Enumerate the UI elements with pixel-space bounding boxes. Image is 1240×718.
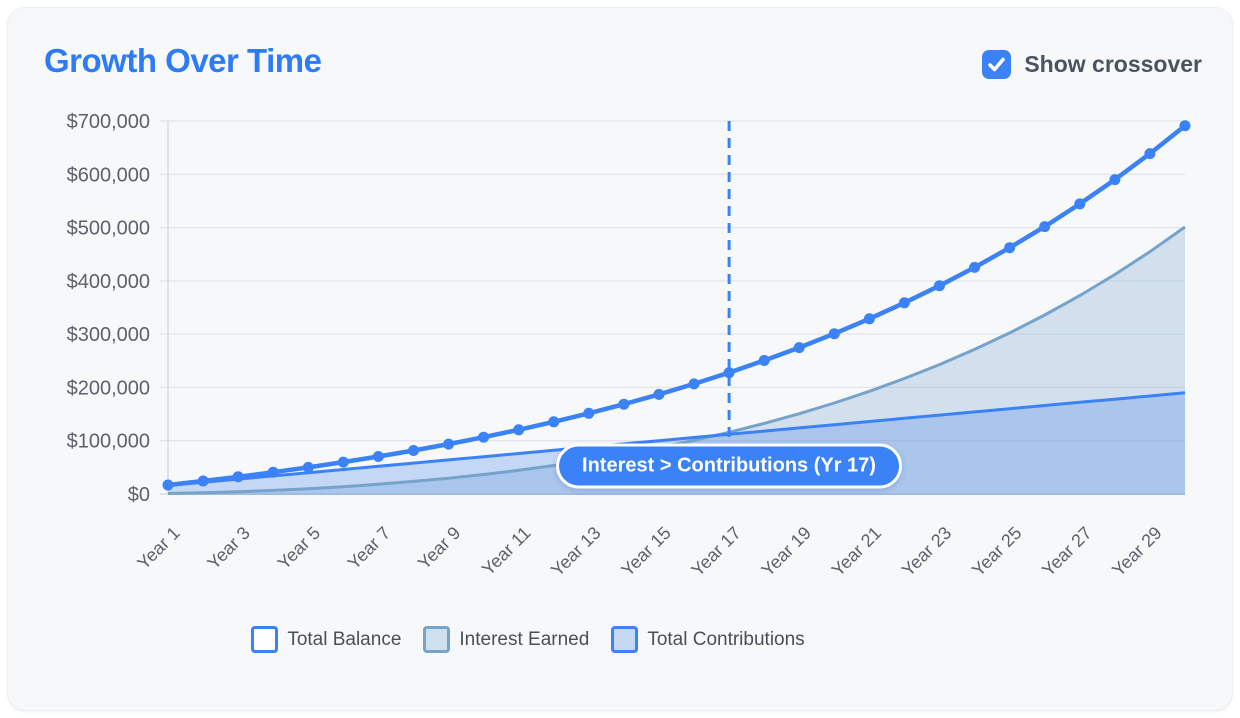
x-axis-label: Year 25 [968, 523, 1026, 581]
total-balance-point [828, 328, 840, 340]
total-balance-line [165, 123, 1188, 488]
total-balance-point [758, 355, 770, 366]
y-axis-label: $300,000 [67, 324, 150, 346]
x-axis-label: Year 7 [344, 523, 394, 573]
crossover-annotation-badge: Interest > Contributions (Yr 17) [556, 443, 902, 489]
total-balance-point [1144, 148, 1156, 160]
checkmark-icon [988, 57, 1006, 72]
y-axis-label: $700,000 [67, 111, 150, 133]
total-balance-point [934, 280, 945, 292]
legend-item-total-contributions[interactable]: Total Contributions [611, 626, 805, 653]
total-balance-point [1179, 120, 1191, 132]
total-balance-point [688, 378, 700, 390]
y-axis-label: $200,000 [67, 377, 150, 399]
y-axis-label: $500,000 [67, 218, 150, 240]
y-axis-label: $400,000 [67, 271, 150, 293]
legend-item-total-balance[interactable]: Total Balance [251, 626, 401, 653]
total-balance-point [1109, 174, 1121, 186]
total-contributions-swatch-icon [611, 626, 639, 653]
total-balance-point [548, 416, 560, 428]
total-balance-point [898, 297, 910, 309]
x-axis-label: Year 21 [828, 523, 886, 581]
total-balance-point [443, 438, 455, 450]
legend-label-interest-earned: Interest Earned [459, 628, 590, 650]
total-balance-point [583, 407, 595, 419]
checkbox-checked-icon[interactable] [982, 50, 1012, 79]
total-balance-point [618, 398, 630, 410]
total-balance-point [969, 261, 981, 273]
x-axis-label: Year 11 [478, 523, 535, 580]
y-axis-label: $0 [128, 484, 150, 506]
interest-earned-area [168, 227, 1185, 495]
total-balance-point [863, 313, 875, 325]
total-contributions-line [167, 391, 1186, 487]
show-crossover-label: Show crossover [1024, 51, 1202, 77]
total-balance-point [793, 342, 805, 354]
interest-earned-swatch-icon [423, 626, 451, 653]
growth-line-chart: $0 $100,000 $200,000 $300,000 $400,000 $500,0… [67, 111, 1191, 581]
total-balance-point [337, 456, 349, 468]
x-axis-label: Year 29 [1108, 523, 1166, 581]
legend-item-interest-earned[interactable]: Interest Earned [423, 626, 589, 653]
x-axis-label: Year 3 [203, 523, 253, 573]
total-balance-point [408, 445, 419, 456]
show-crossover-toggle[interactable]: Show crossover [982, 50, 1202, 79]
total-balance-point [1004, 242, 1016, 254]
x-axis-label: Year 5 [274, 523, 324, 573]
legend-label-total-balance: Total Balance [287, 628, 402, 650]
chart-legend: Total Balance Interest Earned Total Cont… [8, 626, 1048, 653]
chart-title: Growth Over Time [44, 42, 322, 79]
x-axis-label: Year 23 [898, 523, 956, 581]
x-axis-label: Year 19 [757, 523, 815, 581]
y-axis-label: $600,000 [67, 164, 150, 186]
total-balance-swatch-icon [251, 626, 279, 653]
total-balance-point [1039, 221, 1051, 233]
total-balance-point [162, 479, 174, 491]
total-balance-point [1074, 198, 1086, 210]
total-balance-point [267, 466, 279, 478]
x-axis-label: Year 15 [617, 523, 675, 581]
total-balance-point [302, 461, 314, 473]
y-axis-label: $100,000 [67, 431, 150, 453]
x-axis-label: Year 9 [414, 523, 464, 573]
x-axis-label: Year 13 [547, 523, 605, 581]
total-balance-point [372, 451, 384, 462]
growth-chart-card: Growth Over Time Show crossover $0 $100,0… [7, 7, 1233, 711]
total-balance-point [232, 471, 244, 483]
total-balance-point [653, 388, 665, 400]
x-axis-label: Year 27 [1038, 523, 1096, 581]
legend-label-total-contributions: Total Contributions [647, 628, 805, 650]
x-axis-label: Year 1 [133, 523, 183, 573]
total-balance-point [513, 424, 525, 436]
x-axis-label: Year 17 [687, 523, 745, 581]
total-balance-point [197, 475, 209, 487]
total-balance-point [723, 367, 735, 379]
total-balance-point [478, 431, 490, 443]
